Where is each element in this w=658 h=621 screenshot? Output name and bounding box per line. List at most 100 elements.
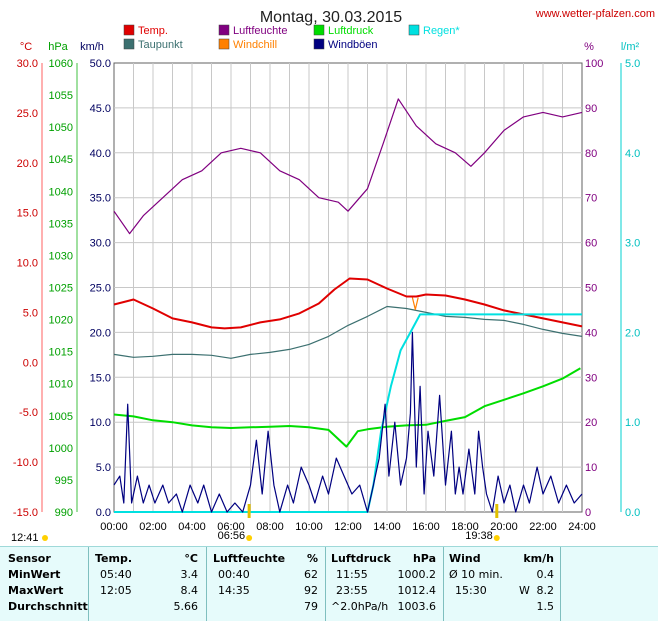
pressure-tick-label: 1010	[49, 379, 73, 391]
wind-tick-label: 25.0	[90, 283, 111, 295]
x-tick-label: 22:00	[529, 521, 557, 533]
x-tick-label: 04:00	[178, 521, 206, 533]
wind-direction: W	[519, 584, 530, 597]
temp-tick-label: 10.0	[17, 258, 38, 270]
table-row: MaxWert 12:05 8.4 14:35 92 23:55 1012.4 …	[0, 584, 658, 599]
table-header: Luftfeuchte	[213, 552, 286, 565]
wind-value: 0.4	[536, 568, 555, 581]
temp-tick-label: 30.0	[17, 58, 38, 70]
pressure-tick-label: 1005	[49, 411, 73, 423]
pressure-tick-label: 1025	[49, 283, 73, 295]
humidity-value: 92	[304, 584, 318, 597]
table-header: Luftdruck	[331, 552, 391, 565]
temp-value: 8.4	[180, 584, 199, 597]
x-tick-label: 06:00	[217, 521, 245, 533]
table-header: Sensor	[8, 552, 51, 565]
table-row: Durchschnitt 5.66 79 ^2.0hPa/h 1003.6 1.…	[0, 600, 658, 615]
humidity-tick-label: 70	[585, 193, 597, 205]
temp-value: 5.66	[173, 600, 199, 613]
legend-label: Luftdruck	[328, 25, 374, 37]
rain-tick-label: 3.0	[625, 238, 640, 250]
temp-tick-label: -10.0	[13, 457, 38, 469]
wind-value: 1.5	[536, 600, 555, 613]
rain-tick-label: 1.0	[625, 417, 640, 429]
temp-value: 3.4	[180, 568, 199, 581]
row-label: MaxWert	[8, 584, 64, 597]
series-line-dew	[113, 305, 583, 359]
humidity-tick-label: 90	[585, 103, 597, 115]
temp-tick-label: 20.0	[17, 158, 38, 170]
legend-swatch	[218, 38, 230, 50]
legend-swatch	[123, 38, 135, 50]
temp-tick-label: -15.0	[13, 507, 38, 519]
series-line-windchill	[411, 297, 419, 311]
table-header: km/h	[523, 552, 554, 565]
table-header-row: Sensor Temp. °C Luftfeuchte % Luftdruck …	[0, 552, 658, 567]
sun-marker-dot	[42, 535, 48, 541]
rain-tick-label: 5.0	[625, 58, 640, 70]
humidity-tick-label: 100	[585, 58, 603, 70]
legend-swatch	[313, 38, 325, 50]
pressure-tick-label: 1060	[49, 58, 73, 70]
wind-tick-label: 10.0	[90, 417, 111, 429]
x-tick-label: 18:00	[451, 521, 479, 533]
stats-table: Sensor Temp. °C Luftfeuchte % Luftdruck …	[0, 546, 658, 621]
chart-axes: °C hPa km/h% l/m² -15.0 -10.0 -5.0 0.0 5.0 10.0 15…	[13, 41, 640, 533]
legend-swatch	[313, 24, 325, 36]
temp-tick-label: 25.0	[17, 108, 38, 120]
humidity-time: 00:40	[218, 568, 250, 581]
wind-value: 8.2	[536, 584, 555, 597]
pressure-time: 23:55	[336, 584, 368, 597]
x-tick-label: 20:00	[490, 521, 518, 533]
wind-tick-label: 45.0	[90, 103, 111, 115]
sun-marker-label: 12:41	[11, 532, 39, 544]
pressure-tick-label: 1015	[49, 347, 73, 359]
series-line-humidity	[113, 98, 583, 235]
sun-marker-dot	[246, 535, 253, 541]
humidity-tick-label: 60	[585, 238, 597, 250]
pressure-trend: ^2.0hPa/h	[331, 600, 389, 613]
legend-label: Windböen	[328, 39, 378, 51]
humidity-tick-label: 30	[585, 372, 597, 384]
wind-tick-label: 30.0	[90, 238, 111, 250]
temp-time: 12:05	[100, 584, 132, 597]
legend-label: Taupunkt	[138, 39, 183, 51]
chart-title: Montag, 30.03.2015	[260, 9, 402, 26]
wind-tick-label: 20.0	[90, 327, 111, 339]
x-tick-label: 08:00	[256, 521, 284, 533]
table-header: Temp.	[95, 552, 133, 565]
wind-tick-label: 50.0	[90, 58, 111, 70]
table-header: %	[306, 552, 318, 565]
wind-axis-unit: km/h	[80, 41, 104, 53]
pressure-tick-label: 1000	[49, 443, 73, 455]
pressure-tick-label: 995	[55, 475, 73, 487]
legend-label: Windchill	[233, 39, 277, 51]
humidity-tick-label: 40	[585, 327, 597, 339]
x-tick-label: 02:00	[139, 521, 167, 533]
pressure-value: 1003.6	[397, 600, 437, 613]
series-line-pressure	[113, 367, 581, 448]
humidity-tick-label: 80	[585, 148, 597, 160]
legend-label: Temp.	[138, 25, 168, 37]
humidity-tick-label: 50	[585, 283, 597, 295]
wind-tick-label: 0.0	[96, 507, 111, 519]
chart-series	[113, 98, 583, 513]
temp-tick-label: 15.0	[17, 208, 38, 220]
pressure-value: 1000.2	[397, 568, 437, 581]
humidity-tick-label: 20	[585, 417, 597, 429]
wind-tick-label: 5.0	[96, 462, 111, 474]
table-row: MinWert 05:40 3.4 00:40 62 11:55 1000.2 …	[0, 568, 658, 583]
humidity-time: 14:35	[218, 584, 250, 597]
table-header: °C	[184, 552, 198, 565]
wind-desc: 15:30	[455, 584, 487, 597]
chart-legend: Temp. Taupunkt Luftfeuchte Windchill Luftdru…	[123, 24, 460, 51]
pressure-value: 1012.4	[397, 584, 437, 597]
pressure-axis-unit: hPa	[48, 41, 68, 53]
wind-desc: Ø 10 min.	[449, 568, 503, 581]
weather-chart: Montag, 30.03.2015 www.wetter-pfalzen.co…	[11, 8, 655, 544]
legend-swatch	[218, 24, 230, 36]
humidity-axis-unit: %	[584, 41, 594, 53]
rain-tick-label: 2.0	[625, 327, 640, 339]
sun-marker-label: 19:38	[465, 530, 493, 542]
rain-tick-label: 4.0	[625, 148, 640, 160]
